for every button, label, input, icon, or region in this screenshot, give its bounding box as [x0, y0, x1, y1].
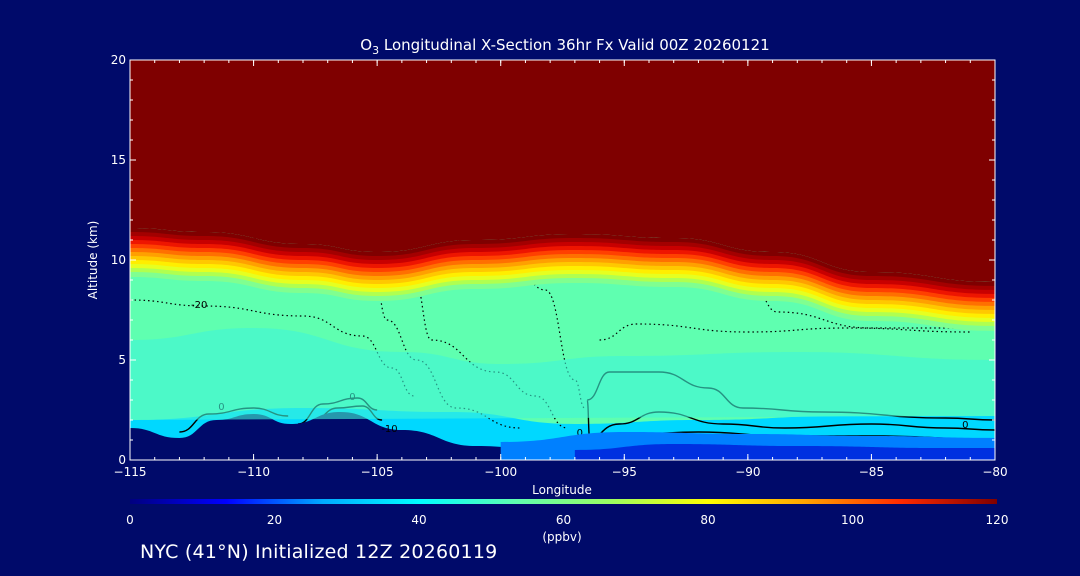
- colorbar-tick-label: 120: [986, 513, 1009, 527]
- y-tick-label: 15: [111, 153, 126, 167]
- title-subscript: 3: [372, 44, 379, 57]
- contour-line: [577, 411, 995, 449]
- low-ozone-min: [574, 444, 995, 460]
- ozone-band-strip: [130, 232, 995, 291]
- colorbar-tick-label: 0: [126, 513, 134, 527]
- x-axis: −115 −110 −105 −100 −95 −90 −85 −80: [114, 60, 1008, 479]
- x-tick-label: −80: [982, 465, 1007, 479]
- colorbar-tick-label: 20: [267, 513, 282, 527]
- chart-title: O3 Longitudinal X-Section 36hr Fx Valid …: [360, 36, 769, 57]
- ozone-band-strip: [130, 252, 995, 311]
- title-main: O: [360, 36, 372, 54]
- contour-label: -20: [191, 300, 207, 311]
- y-axis: 0 5 10 15 20: [111, 53, 995, 467]
- ozone-band-strip: [130, 260, 995, 319]
- y-tick-label: 10: [111, 253, 126, 267]
- x-tick-label: −105: [361, 465, 394, 479]
- colorbar-tick-label: 40: [411, 513, 426, 527]
- x-tick-label: −115: [114, 465, 147, 479]
- x-tick-label: −90: [735, 465, 760, 479]
- terrain-mask: [130, 412, 995, 460]
- contour-label: 0: [577, 428, 583, 439]
- colorbar-tick-label: 60: [556, 513, 571, 527]
- contour-line: [750, 237, 971, 329]
- colorbar-tick-label: 100: [841, 513, 864, 527]
- y-axis-label: Altitude (km): [86, 221, 100, 300]
- y-tick-label: 5: [118, 353, 126, 367]
- colorbar-label: (ppbv): [542, 530, 581, 544]
- stratosphere-band: [130, 60, 995, 282]
- mid-tropo-band: [130, 328, 995, 420]
- colorbar-ticks: 0 20 40 60 80 100 120: [126, 513, 1008, 527]
- x-axis-label: Longitude: [532, 483, 592, 497]
- ozone-band-strip: [130, 256, 995, 315]
- init-footer: NYC (41°N) Initialized 12Z 20260119: [140, 541, 498, 563]
- contour-label: 0: [1014, 84, 1020, 95]
- ozone-band-strip: [130, 244, 995, 303]
- x-tick-label: −100: [484, 465, 517, 479]
- x-tick-label: −95: [612, 465, 637, 479]
- colorbar-tick-label: 80: [700, 513, 715, 527]
- ozone-band-strip: [130, 264, 995, 323]
- x-tick-label: −110: [237, 465, 270, 479]
- colorbar: [130, 499, 997, 504]
- x-tick-label: −85: [859, 465, 884, 479]
- y-tick-label: 20: [111, 53, 126, 67]
- title-rest: Longitudinal X-Section 36hr Fx Valid 00Z…: [379, 36, 770, 54]
- plot-area: -20-20-10-10-10000-100100: [130, 60, 1020, 460]
- contour-line: [599, 323, 971, 341]
- y-tick-label: 0: [118, 453, 126, 467]
- contour-label: 0: [962, 420, 968, 431]
- contour-label: -10: [381, 424, 397, 435]
- ozone-band-strip: [130, 228, 995, 287]
- ozone-band-strip: [130, 240, 995, 299]
- ozone-band-strip: [130, 268, 995, 327]
- ozone-band-strip: [130, 272, 995, 331]
- ozone-band-strip: [130, 248, 995, 307]
- ozone-band-strip: [130, 236, 995, 295]
